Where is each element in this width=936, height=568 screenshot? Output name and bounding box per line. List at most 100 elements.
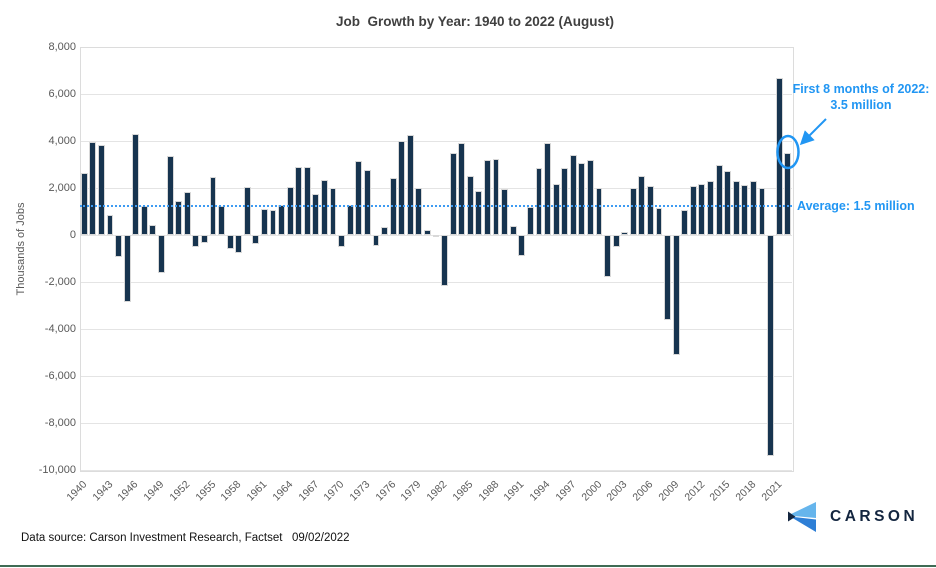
- x-tick-label-1961: 1961: [244, 478, 270, 504]
- x-tick-label-2006: 2006: [630, 478, 656, 504]
- bar-1995: [552, 183, 560, 235]
- bar-2007: [655, 207, 663, 235]
- bar-1949: [158, 235, 165, 273]
- plot-area: [80, 47, 794, 472]
- bar-1988: [492, 158, 500, 235]
- bar-1990: [509, 226, 517, 235]
- bar-1967: [312, 193, 320, 235]
- bar-2000: [595, 188, 603, 235]
- x-tick-label-1946: 1946: [115, 478, 141, 504]
- gridline: [80, 140, 792, 142]
- data-source-text: Data source: Carson Investment Research,…: [21, 532, 350, 544]
- x-tick-label-1994: 1994: [527, 478, 553, 504]
- bar-2012: [698, 183, 706, 235]
- bar-1997: [569, 155, 577, 235]
- y-tick-label: -6,000: [44, 369, 76, 382]
- bar-1970: [338, 235, 346, 247]
- bar-2018: [749, 180, 757, 235]
- gridline: [80, 469, 792, 471]
- y-tick-label: -8,000: [44, 416, 76, 429]
- bar-1956: [218, 205, 225, 235]
- bar-1946: [132, 133, 140, 235]
- bar-2017: [741, 185, 749, 235]
- bar-2022: [784, 152, 792, 235]
- bottom-green-rule: [0, 565, 936, 567]
- y-tick-label: -2,000: [44, 275, 76, 288]
- bar-1972: [355, 160, 363, 235]
- bar-1971: [346, 204, 354, 235]
- bar-1959: [243, 186, 251, 235]
- y-tick-label: -4,000: [44, 322, 76, 335]
- x-tick-label-1976: 1976: [373, 478, 399, 504]
- y-tick-label: -10,000: [38, 463, 76, 476]
- x-tick-label-1949: 1949: [141, 478, 167, 504]
- bar-1991: [518, 235, 526, 257]
- bar-2014: [715, 164, 723, 235]
- bar-1940: [80, 172, 88, 235]
- carson-logo: CARSON: [786, 502, 918, 532]
- bar-1964: [286, 187, 294, 235]
- bar-1966: [303, 167, 311, 235]
- bar-1961: [260, 209, 268, 235]
- annotation-arrow: [799, 118, 827, 146]
- x-tick-label-2012: 2012: [681, 478, 707, 504]
- bar-1963: [278, 204, 286, 235]
- bar-1945: [123, 235, 131, 302]
- bar-1989: [501, 189, 509, 235]
- annotation-line2: 3.5 million: [830, 98, 892, 112]
- x-tick-label-1985: 1985: [450, 478, 476, 504]
- bar-1960: [252, 235, 260, 245]
- x-tick-label-2003: 2003: [604, 478, 630, 504]
- x-tick-label-1943: 1943: [90, 478, 116, 504]
- bar-1977: [398, 141, 406, 235]
- x-tick-label-2018: 2018: [733, 478, 759, 504]
- y-axis-title: Thousands of Jobs: [15, 202, 27, 296]
- x-tick-label-1967: 1967: [295, 478, 321, 504]
- bar-2020: [767, 235, 774, 456]
- bar-2016: [732, 180, 740, 235]
- bar-2008: [664, 235, 672, 320]
- carson-logo-icon: [788, 502, 816, 532]
- bar-1943: [106, 215, 114, 235]
- bar-2021: [775, 77, 783, 235]
- bar-1958: [235, 235, 243, 254]
- bar-1962: [269, 210, 277, 235]
- carson-logo-text: CARSON: [830, 508, 919, 525]
- x-tick-label-1964: 1964: [270, 478, 296, 504]
- x-tick-label-2015: 2015: [707, 478, 733, 504]
- y-tick-label: 0: [69, 228, 76, 241]
- bar-2009: [672, 235, 680, 355]
- bar-2004: [629, 187, 637, 235]
- bar-1980: [423, 229, 431, 235]
- x-tick-label-1982: 1982: [424, 478, 450, 504]
- bar-1942: [98, 144, 105, 235]
- bar-1952: [183, 191, 191, 235]
- bar-1998: [578, 163, 586, 235]
- bar-1976: [389, 178, 397, 235]
- x-tick-label-1940: 1940: [64, 478, 90, 504]
- gridline: [80, 187, 792, 189]
- gridline: [80, 281, 792, 283]
- x-tick-label-1991: 1991: [501, 478, 527, 504]
- bar-1983: [449, 152, 457, 235]
- bar-1999: [586, 159, 594, 235]
- bar-1965: [295, 166, 303, 235]
- x-tick-label-1973: 1973: [347, 478, 373, 504]
- bar-1973: [363, 169, 371, 235]
- bar-1969: [329, 188, 337, 235]
- y-tick-label: 6,000: [48, 87, 76, 100]
- bar-1981: [432, 235, 440, 237]
- bar-2006: [647, 185, 654, 235]
- annotation-first-8-months: First 8 months of 2022: 3.5 million: [786, 81, 936, 113]
- x-tick-label-1979: 1979: [398, 478, 424, 504]
- x-tick-label-2009: 2009: [656, 478, 682, 504]
- x-tick-label-1955: 1955: [192, 478, 218, 504]
- bar-1944: [115, 235, 123, 257]
- x-tick-label-2021: 2021: [759, 478, 785, 504]
- average-dotted-line: [80, 204, 792, 207]
- bar-1993: [535, 168, 543, 235]
- bar-1941: [89, 142, 97, 235]
- gridline: [80, 375, 792, 377]
- bar-1994: [544, 143, 551, 235]
